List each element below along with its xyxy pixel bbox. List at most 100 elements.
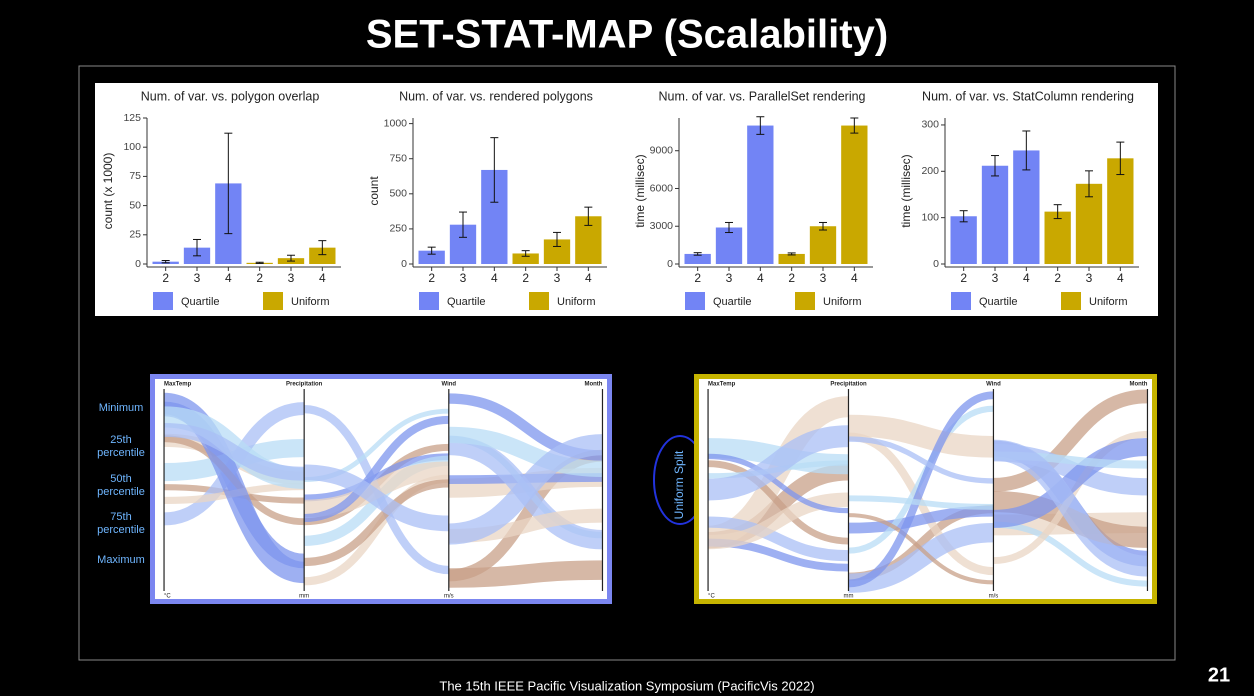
legend-label: Uniform	[291, 296, 330, 308]
y-tick-label: 0	[667, 258, 673, 270]
legend-swatch	[1061, 292, 1081, 310]
legend-swatch	[529, 292, 549, 310]
legend-swatch	[795, 292, 815, 310]
flow	[848, 505, 994, 534]
x-tick-label: 2	[960, 271, 967, 285]
error-bar	[1085, 170, 1093, 198]
y-tick-label: 100	[921, 211, 939, 223]
axis-unit: m/s	[444, 594, 454, 600]
x-tick-label: 2	[694, 271, 701, 285]
y-tick-label: 0	[135, 258, 141, 270]
y-tick-label: 0	[933, 258, 939, 270]
legend-label: Quartile	[713, 296, 752, 308]
flow	[707, 425, 849, 501]
legend-swatch	[153, 292, 173, 310]
flow	[708, 453, 849, 514]
flow	[993, 438, 1148, 528]
y-tick-label: 125	[123, 112, 141, 124]
y-axis-label: count	[367, 176, 381, 206]
flow	[448, 426, 603, 477]
axis-name: MaxTemp	[708, 382, 736, 388]
row-label: Maximum	[97, 554, 145, 566]
x-tick-label: 4	[491, 271, 498, 285]
x-tick-label: 3	[554, 271, 561, 285]
bar	[1044, 211, 1071, 264]
flow	[708, 516, 849, 562]
annotation: Uniform Split	[672, 450, 686, 519]
bar	[747, 125, 774, 264]
x-tick-label: 4	[585, 271, 592, 285]
axis-name: Wind	[986, 382, 1001, 388]
y-axis-label: count (x 1000)	[101, 153, 115, 230]
flow	[848, 436, 994, 484]
error-bar	[1116, 141, 1125, 176]
legend-swatch	[419, 292, 439, 310]
y-tick-label: 3000	[650, 220, 674, 232]
chart-title: Num. of var. vs. ParallelSet rendering	[658, 89, 865, 103]
axis-name: Wind	[441, 382, 456, 388]
bar	[950, 216, 977, 264]
error-bar	[521, 250, 530, 257]
legend-label: Uniform	[1089, 296, 1128, 308]
bar	[1107, 158, 1134, 264]
axis-name: Month	[1129, 382, 1147, 388]
x-tick-label: 4	[1023, 271, 1030, 285]
row-label: 75th percentile	[97, 511, 145, 536]
flow	[707, 492, 849, 550]
legend-label: Uniform	[557, 296, 596, 308]
flow	[848, 522, 994, 593]
x-tick-label: 2	[162, 271, 169, 285]
x-tick-label: 2	[1054, 271, 1061, 285]
y-tick-label: 300	[921, 119, 939, 131]
y-tick-label: 0	[401, 258, 407, 270]
flow	[448, 434, 604, 545]
axis-unit: mm	[843, 594, 853, 600]
error-bar	[959, 210, 968, 223]
y-tick-label: 9000	[650, 145, 674, 157]
bar	[684, 253, 711, 264]
y-tick-label: 25	[129, 229, 141, 241]
legend-swatch	[951, 292, 971, 310]
slide-title: SET-STAT-MAP (Scalability)	[366, 13, 888, 57]
bar	[715, 227, 743, 264]
axis-unit: mm	[299, 594, 309, 600]
x-tick-label: 4	[851, 271, 858, 285]
bar	[981, 165, 1009, 264]
flow	[303, 464, 449, 532]
legend-label: Quartile	[181, 296, 220, 308]
y-axis-label: time (millisec)	[899, 154, 913, 227]
chart-title: Num. of var. vs. rendered polygons	[399, 89, 593, 103]
x-tick-label: 3	[726, 271, 733, 285]
error-bar	[991, 155, 999, 177]
error-bar	[553, 231, 561, 247]
flow	[304, 479, 449, 567]
error-bar	[255, 261, 264, 264]
x-tick-label: 3	[460, 271, 467, 285]
axis-name: Month	[584, 382, 602, 388]
x-tick-label: 3	[288, 271, 295, 285]
bar	[512, 253, 539, 264]
error-bar	[161, 259, 170, 264]
error-bar	[224, 132, 233, 235]
flow	[993, 389, 1148, 492]
error-bar	[819, 221, 827, 231]
error-bar	[850, 117, 859, 134]
y-tick-label: 1000	[384, 117, 408, 129]
flow	[304, 415, 449, 523]
y-tick-label: 50	[129, 199, 141, 211]
error-bar	[725, 221, 733, 234]
error-bar	[1022, 130, 1031, 171]
error-bar	[193, 238, 201, 257]
axis-name: MaxTemp	[164, 382, 192, 388]
legend-swatch	[263, 292, 283, 310]
axis-unit: °C	[708, 594, 715, 600]
flow	[848, 495, 994, 510]
chart-panel	[95, 83, 1158, 316]
error-bar	[490, 137, 499, 203]
bar	[309, 247, 336, 264]
row-label: 50th percentile	[97, 473, 145, 498]
bar	[841, 125, 868, 264]
content-frame	[78, 65, 1176, 661]
axis-name: Precipitation	[830, 382, 867, 388]
